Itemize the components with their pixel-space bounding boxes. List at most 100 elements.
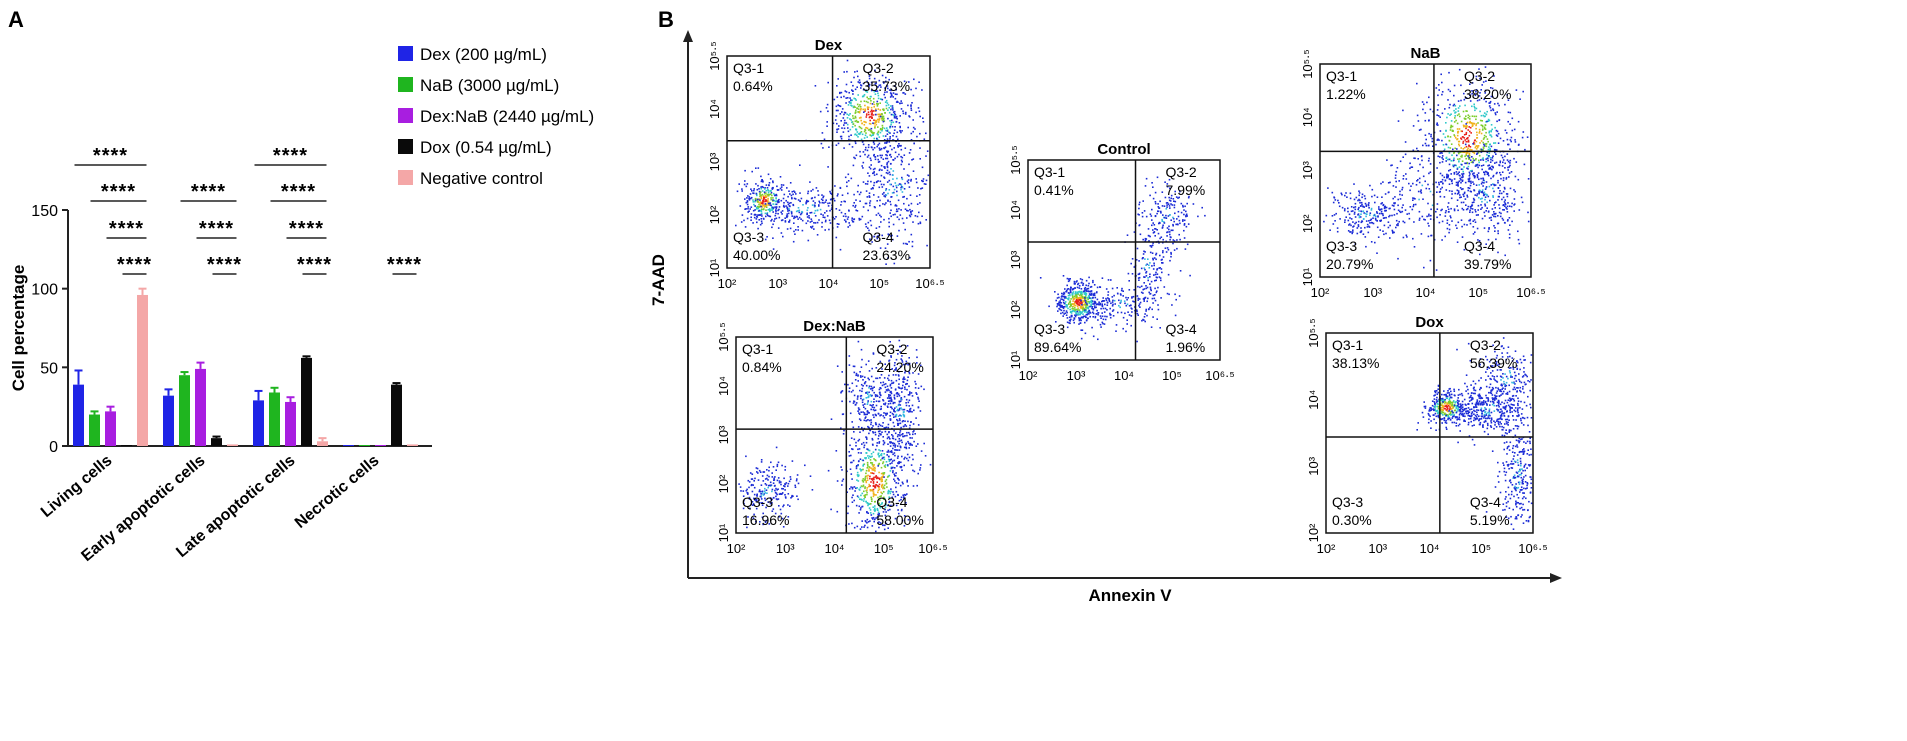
event-dot [1441, 152, 1443, 154]
event-dot [1501, 171, 1504, 173]
event-dot [755, 507, 758, 510]
event-dot [1472, 151, 1474, 153]
event-dot [1072, 300, 1074, 302]
event-dot [765, 189, 768, 192]
event-dot [913, 409, 915, 412]
flow-plot-dex: DexQ3-10.64%Q3-235.73%Q3-340.00%Q3-423.6… [707, 37, 945, 291]
event-dot [794, 233, 796, 235]
event-dot [865, 116, 868, 118]
event-dot [1457, 181, 1459, 184]
event-dot [890, 183, 892, 186]
event-dot [769, 484, 771, 487]
event-dot [1092, 294, 1095, 297]
event-dot [877, 511, 880, 514]
event-dot [856, 103, 859, 106]
event-dot [1448, 231, 1450, 234]
event-dot [1344, 208, 1346, 210]
event-dot [856, 396, 859, 398]
event-dot [873, 101, 875, 103]
event-dot [1108, 298, 1110, 300]
event-dot [761, 201, 764, 204]
event-dot [895, 374, 897, 376]
event-dot [1451, 179, 1453, 181]
event-dot [833, 199, 836, 202]
event-dot [1074, 287, 1076, 289]
event-dot [1435, 143, 1437, 146]
event-dot [1128, 280, 1130, 282]
event-dot [876, 507, 879, 510]
event-dot [1385, 232, 1387, 235]
event-dot [890, 504, 892, 507]
event-dot [1094, 296, 1097, 299]
event-dot [1143, 267, 1146, 269]
event-dot [1473, 143, 1476, 146]
event-dot [865, 472, 867, 475]
event-dot [841, 413, 844, 416]
event-dot [814, 209, 817, 212]
event-dot [871, 427, 873, 429]
event-dot [881, 129, 883, 132]
event-dot [1461, 163, 1463, 166]
event-dot [866, 475, 868, 477]
event-dot [1119, 306, 1121, 309]
event-dot [1453, 94, 1455, 97]
event-dot [1352, 221, 1354, 223]
event-dot [1359, 202, 1361, 204]
event-dot [1325, 214, 1328, 217]
event-dot [1423, 103, 1425, 106]
event-dot [1468, 154, 1471, 156]
event-dot [1495, 238, 1497, 241]
event-dot [1497, 215, 1499, 217]
event-dot [853, 218, 856, 220]
event-dot [886, 385, 889, 388]
event-dot [846, 123, 849, 126]
event-dot [898, 208, 900, 210]
event-dot [911, 444, 913, 446]
event-dot [841, 108, 844, 110]
event-dot [882, 474, 885, 476]
event-dot [910, 211, 912, 214]
event-dot [836, 480, 839, 482]
event-dot [1152, 257, 1154, 260]
event-dot [1084, 293, 1086, 296]
event-dot [771, 207, 773, 210]
event-dot [1071, 308, 1073, 310]
event-dot [1150, 326, 1153, 328]
event-dot [1438, 183, 1440, 186]
event-dot [1453, 121, 1456, 123]
event-dot [862, 88, 865, 91]
event-dot [871, 146, 873, 149]
event-dot [763, 493, 765, 495]
event-dot [898, 218, 900, 221]
event-dot [830, 418, 833, 420]
event-dot [895, 205, 898, 207]
event-dot [858, 488, 860, 491]
event-dot [1478, 161, 1480, 164]
event-dot [1082, 315, 1085, 318]
x-tick-label: 10⁵ [1162, 368, 1182, 383]
event-dot [762, 480, 765, 482]
event-dot [857, 121, 859, 123]
event-dot [769, 178, 772, 180]
event-dot [907, 485, 909, 487]
event-dot [1457, 172, 1459, 175]
event-dot [1101, 315, 1104, 318]
event-dot [900, 461, 902, 464]
event-dot [1135, 309, 1138, 311]
event-dot [854, 204, 857, 207]
event-dot [858, 505, 861, 508]
event-dot [796, 474, 799, 476]
event-dot [1472, 197, 1475, 200]
event-dot [1507, 160, 1510, 163]
event-dot [1484, 124, 1487, 126]
event-dot [829, 190, 831, 193]
y-tick-label: 10¹ [716, 523, 731, 542]
event-dot [765, 184, 768, 186]
event-dot [1082, 306, 1085, 308]
event-dot [1080, 282, 1083, 284]
event-dot [755, 499, 758, 501]
event-dot [748, 196, 751, 198]
event-dot [1453, 171, 1456, 174]
event-dot [850, 486, 852, 488]
event-dot [849, 468, 852, 470]
